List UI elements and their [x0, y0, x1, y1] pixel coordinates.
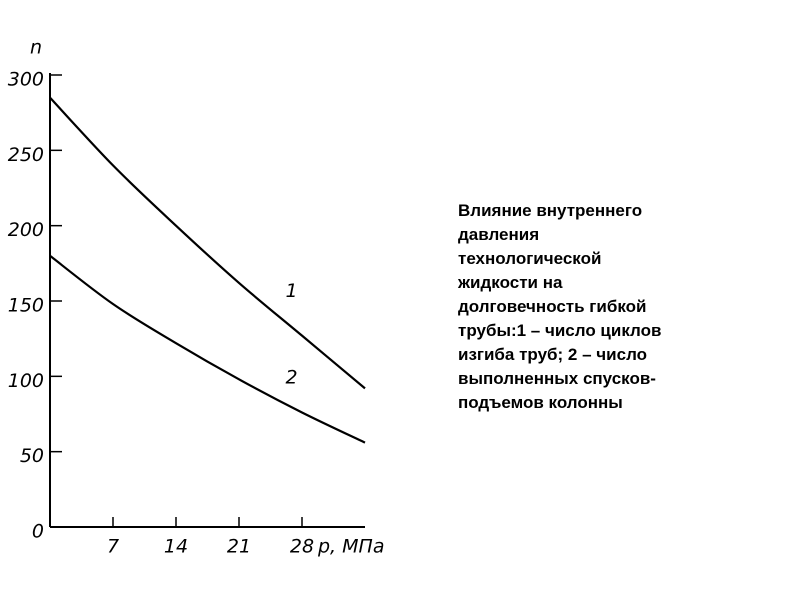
caption-line: долговечность гибкой — [458, 297, 646, 316]
caption-line: подъемов колонны — [458, 393, 623, 412]
y-axis-label: n — [30, 37, 42, 59]
x-axis-label: p, МПа — [317, 536, 384, 558]
caption-line: выполненных спусков- — [458, 369, 656, 388]
caption-line: Влияние внутреннего — [458, 201, 642, 220]
caption-line: жидкости на — [457, 273, 563, 292]
caption-line: давления — [458, 225, 539, 244]
series-label: 1 — [286, 280, 298, 302]
y-tick-label: 200 — [8, 219, 44, 241]
x-tick-label: 28 — [290, 536, 314, 558]
series-label: 2 — [286, 366, 298, 388]
x-tick-label: 7 — [107, 536, 119, 558]
line-series — [49, 254, 366, 444]
x-tick-label: 21 — [227, 536, 251, 558]
y-tick-label: 0 — [32, 521, 44, 543]
y-tick-label: 150 — [8, 295, 44, 317]
y-tick-label: 100 — [8, 370, 44, 392]
y-tick-label: 250 — [8, 144, 44, 166]
y-tick-label: 300 — [8, 69, 44, 91]
caption-line: технологической — [458, 249, 601, 268]
y-tick-label: 50 — [20, 445, 44, 467]
caption-line: изгиба труб; 2 – число — [458, 345, 647, 364]
line-series — [49, 96, 366, 390]
x-tick-label: 14 — [164, 536, 188, 558]
caption-line: трубы:1 – число циклов — [458, 321, 661, 340]
